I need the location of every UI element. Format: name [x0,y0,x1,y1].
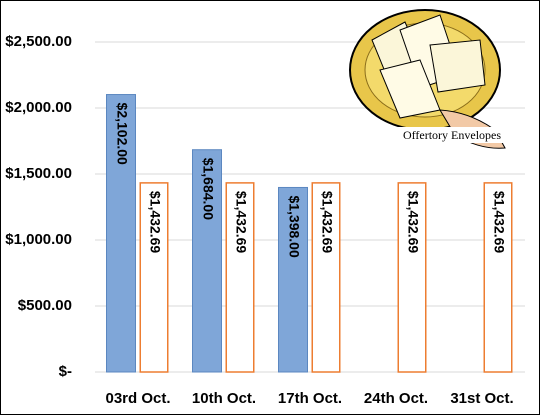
x-tick-label: 17th Oct. [278,390,342,407]
x-tick-label: 31st Oct. [450,390,513,407]
y-tick-label: $500.00 [18,297,72,314]
x-tick-label: 24th Oct. [364,390,428,407]
value-label: $1,398.00 [286,195,302,257]
x-tick-label: 03rd Oct. [105,390,170,407]
clipart-caption: Offertory Envelopes [403,128,501,142]
value-label: $1,432.69 [491,191,507,253]
value-label: $2,102.00 [114,103,130,165]
value-label: $1,432.69 [405,191,421,253]
value-label: $1,432.69 [319,191,335,253]
y-tick-label: $1,000.00 [5,231,72,248]
value-label: $1,432.69 [233,191,249,253]
x-tick-label: 10th Oct. [192,390,256,407]
value-label: $1,684.00 [200,158,216,220]
value-label: $1,432.69 [147,191,163,253]
y-tick-label: $1,500.00 [5,165,72,182]
chart: $- $500.00 $1,000.00 $1,500.00 $2,000.00 $2,5… [0,0,540,415]
y-tick-label: $- [59,363,72,380]
y-tick-label: $2,000.00 [5,99,72,116]
y-tick-label: $2,500.00 [5,33,72,50]
